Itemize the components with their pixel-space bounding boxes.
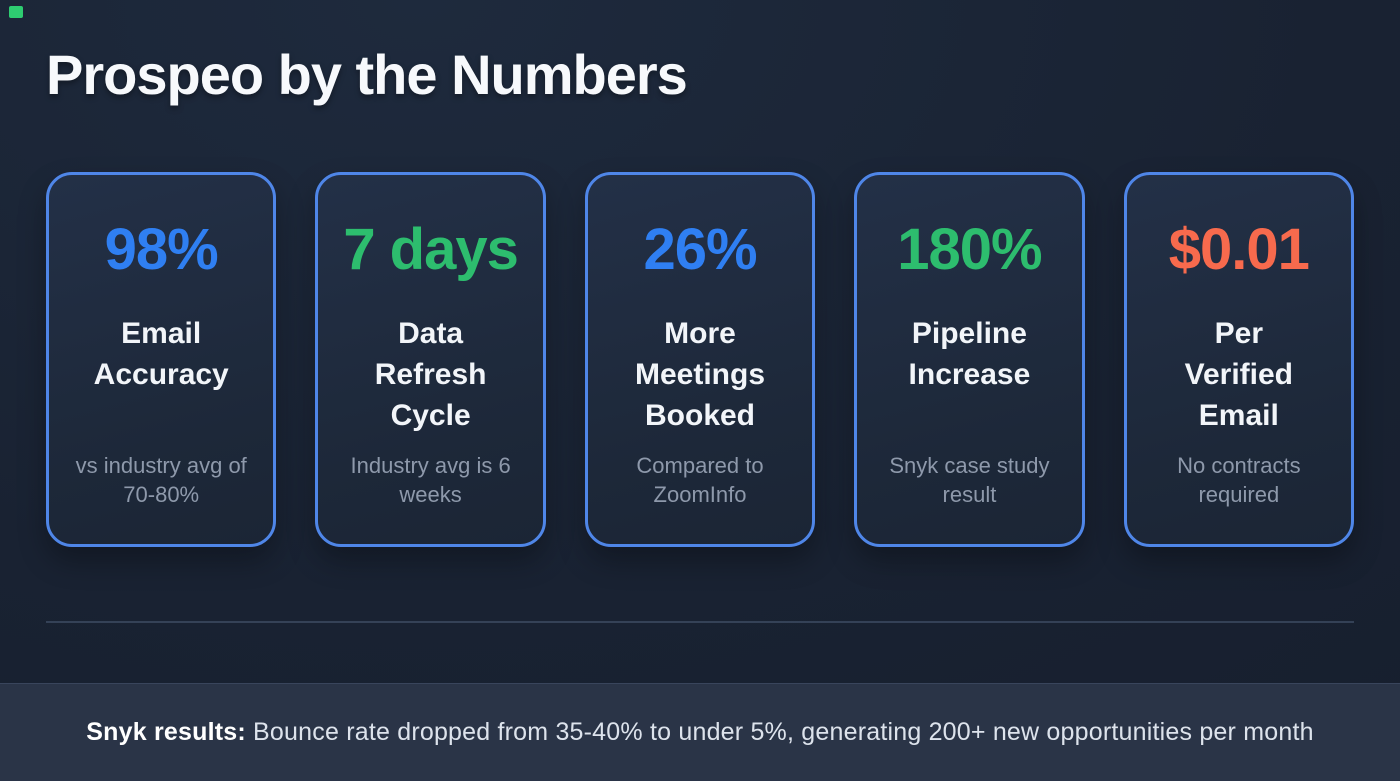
- stat-subtext: Industry avg is 6 weeks: [350, 453, 511, 507]
- divider-line: [46, 620, 1354, 623]
- stat-subtext: No contracts required: [1177, 453, 1301, 507]
- stat-subtext: Snyk case study result: [889, 453, 1050, 507]
- stat-card-pipeline-increase: 180% Pipeline Increase Snyk case study r…: [854, 171, 1085, 547]
- stat-label: More Meetings Booked: [635, 316, 766, 433]
- footer-body: Bounce rate dropped from 35-40% to under…: [245, 718, 1314, 746]
- footer-highlight: Snyk results:: [86, 718, 246, 746]
- stat-value: 7 days: [343, 216, 519, 282]
- stat-subtext: Compared to ZoomInfo: [636, 453, 764, 507]
- stat-value: $0.01: [1168, 216, 1310, 282]
- footer-band: Snyk results: Bounce rate dropped from 3…: [0, 683, 1400, 781]
- stat-value: 26%: [643, 216, 757, 282]
- slide-content: Prospeo by the Numbers 98% Email Accurac…: [46, 43, 1355, 623]
- stat-value: 180%: [897, 216, 1042, 282]
- stat-card-email-accuracy: 98% Email Accuracy vs industry avg of 70…: [46, 171, 277, 547]
- stat-card-meetings-booked: 26% More Meetings Booked Compared to Zoo…: [584, 171, 816, 547]
- stat-label: Email Accuracy: [93, 316, 229, 391]
- stat-card-data-refresh: 7 days Data Refresh Cycle Industry avg i…: [315, 171, 546, 547]
- stat-card-row: 98% Email Accuracy vs industry avg of 70…: [46, 171, 1355, 547]
- footer-text: Snyk results: Bounce rate dropped from 3…: [86, 718, 1313, 747]
- stat-label: Pipeline Increase: [908, 316, 1031, 391]
- stat-label: Data Refresh Cycle: [374, 316, 487, 433]
- corner-accent-square: [9, 6, 23, 18]
- stat-value: 98%: [104, 216, 219, 282]
- stat-label: Per Verified Email: [1184, 316, 1294, 433]
- stat-card-price-per-email: $0.01 Per Verified Email No contracts re…: [1123, 171, 1355, 547]
- stat-subtext: vs industry avg of 70-80%: [75, 453, 247, 507]
- page-title: Prospeo by the Numbers: [46, 43, 688, 106]
